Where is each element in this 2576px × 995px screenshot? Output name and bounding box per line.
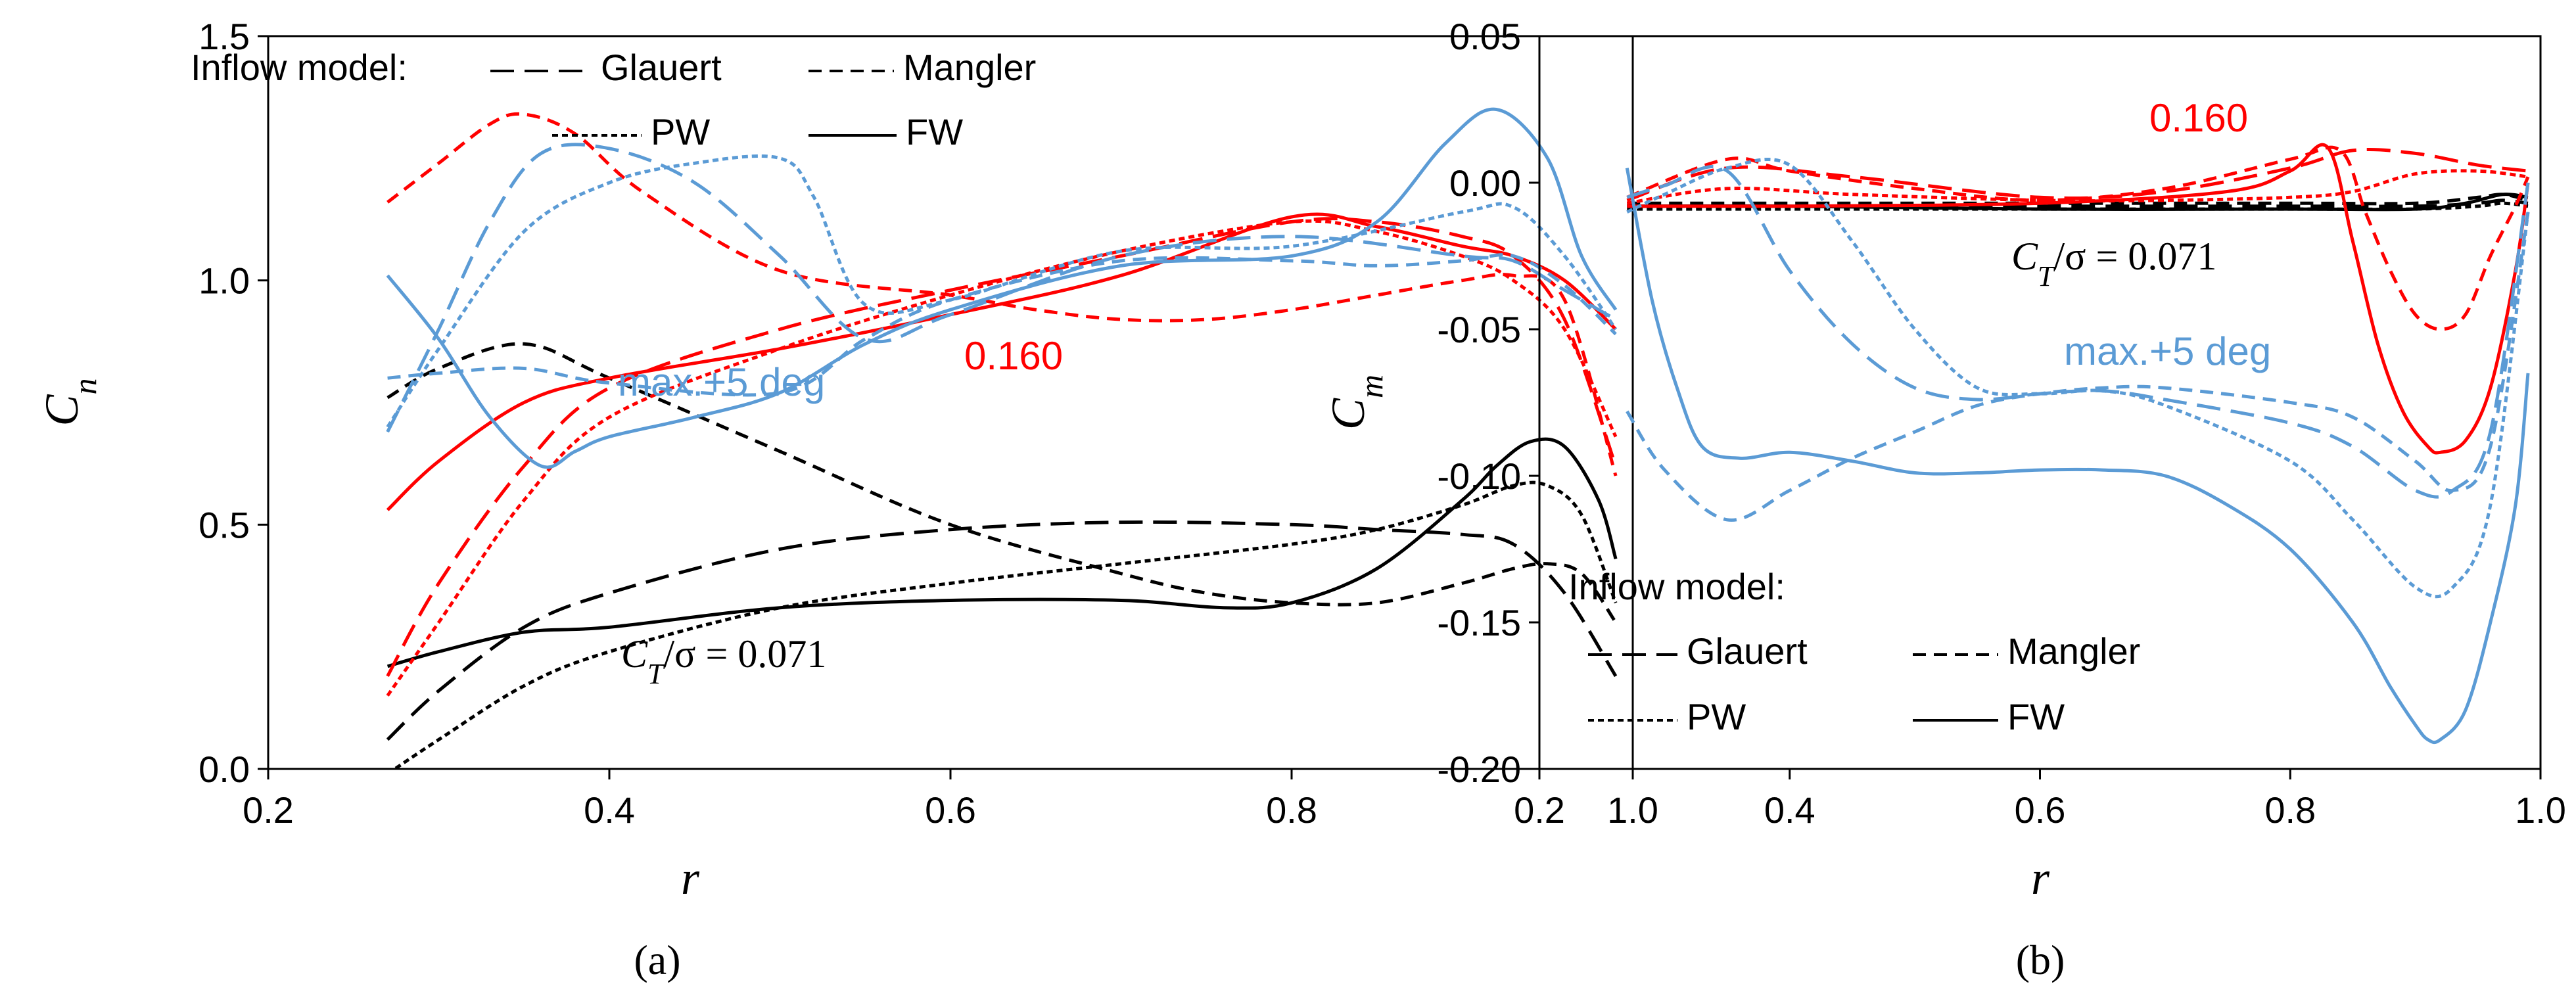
chart-a-x-tick-label: 0.8	[1266, 789, 1317, 831]
chart-a-y-tick-label: 0.0	[199, 749, 250, 790]
chart-b-series-max-5-deg-pw	[1626, 158, 2530, 599]
chart-b-y-tick-label: -0.05	[1437, 309, 1521, 350]
chart-a-ticks: 0.2 0.4 0.6 0.8 1.0 0.0 0.5 1.0 1.5	[199, 16, 1658, 831]
chart-b-blue-label: max.+5 deg	[2064, 329, 2271, 373]
chart-b-ct-annotation: CT/σ = 0.071	[2011, 235, 2216, 292]
chart-a-series-max-5-deg-mangler	[387, 253, 1617, 397]
chart-b-ticks: 0.2 0.4 0.6 0.8 1.0 0.05 0.00 -0.05 -0.10 -0.15 -0…	[1437, 16, 2566, 831]
chart-b-y-axis-title: Cm	[1322, 375, 1390, 430]
chart-b-series-ct-0-071-mangler	[1627, 193, 2529, 206]
chart-a-ct-annotation: CT/σ = 0.071	[621, 632, 826, 690]
chart-b-series-ct-0-160-fw	[1627, 143, 2530, 455]
chart-b-red-label: 0.160	[2149, 96, 2248, 140]
chart-b-x-tick-label: 1.0	[2515, 789, 2566, 831]
chart-a-series-max-5-deg-pw	[386, 154, 1618, 428]
chart-b-legend-fw-label: FW	[2007, 696, 2065, 737]
chart-a-series-ct-0-071-glauert	[386, 520, 1618, 741]
chart-a-series-ct-0-071-fw	[386, 437, 1618, 668]
chart-a-red-label: 0.160	[964, 334, 1063, 378]
chart-a-series-ct-0-160-fw	[386, 212, 1617, 511]
chart-a-legend-glauert-label: Glauert	[601, 47, 722, 88]
chart-a-x-tick-label: 0.2	[243, 789, 294, 831]
chart-b-series-ct-0-071-glauert	[1627, 198, 2529, 208]
chart-a-y-axis-title: Cn	[35, 378, 103, 426]
chart-a-legend: Inflow model: Glauert Mangler PW FW	[191, 47, 1036, 152]
chart-a-series	[386, 107, 1618, 769]
chart-b-y-tick-label: -0.10	[1437, 455, 1521, 497]
chart-a-series-ct-0-071-mangler	[386, 342, 1618, 624]
chart-a-series-ct-0-160-mangler	[386, 112, 1618, 476]
chart-a-y-tick-label: 0.5	[199, 504, 250, 545]
chart-b-legend-pw-label: PW	[1687, 696, 1746, 737]
chart-b-x-tick-label: 0.2	[1514, 789, 1565, 831]
chart-a-legend-fw-label: FW	[906, 111, 963, 152]
chart-b-x-tick-label: 0.4	[1764, 789, 1815, 831]
chart-b-y-tick-label: -0.15	[1437, 602, 1521, 643]
chart-a-series-ct-0-160-glauert	[386, 217, 1618, 678]
chart-b-y-tick-label: 0.05	[1449, 16, 1521, 57]
chart-b-legend-glauert-label: Glauert	[1687, 630, 1808, 672]
chart-a-series-max-5-deg-glauert	[386, 143, 1617, 433]
chart-a-x-axis-title: r	[681, 852, 700, 904]
chart-a-x-tick-label: 1.0	[1607, 789, 1658, 831]
chart-a-series-ct-0-160-pw	[386, 219, 1618, 697]
chart-a-panel-label: (a)	[634, 937, 680, 983]
chart-a-x-tick-label: 0.4	[584, 789, 635, 831]
chart-a-series-ct-0-071-pw	[392, 480, 1618, 769]
chart-b-y-tick-label: 0.00	[1449, 162, 1521, 204]
chart-a-series-max-5-deg-fw	[386, 107, 1618, 469]
chart-a-x-tick-label: 0.6	[925, 789, 976, 831]
chart-b-series-max-5-deg-mangler	[1626, 212, 2530, 522]
chart-a: 0.2 0.4 0.6 0.8 1.0 0.0 0.5 1.0 1.5 r Cn Inflow …	[35, 16, 1658, 983]
chart-b-x-axis-title: r	[2031, 852, 2050, 904]
chart-b-panel-label: (b)	[2016, 937, 2065, 983]
chart-a-legend-pw-label: PW	[651, 111, 710, 152]
chart-b-y-tick-label: -0.20	[1437, 749, 1521, 790]
chart-a-blue-label: max.+5 deg	[618, 360, 825, 404]
chart-a-y-tick-label: 1.5	[199, 16, 250, 57]
chart-a-y-tick-label: 1.0	[199, 260, 250, 302]
chart-a-legend-title: Inflow model:	[191, 47, 408, 88]
chart-b-series-ct-0-160-glauert	[1626, 148, 2529, 202]
chart-b-series-ct-0-160-mangler	[1626, 145, 2530, 331]
chart-b-x-tick-label: 0.6	[2015, 789, 2066, 831]
chart-a-legend-mangler-label: Mangler	[903, 47, 1036, 88]
chart-b-series	[1625, 143, 2530, 745]
chart-b-legend: Inflow model: Glauert Mangler PW FW	[1568, 566, 2140, 737]
chart-b-x-tick-label: 0.8	[2264, 789, 2316, 831]
chart-b-legend-title: Inflow model:	[1568, 566, 1785, 607]
chart-b-series-max-5-deg-fw	[1625, 168, 2530, 745]
chart-b-series-ct-0-160-pw	[1626, 169, 2529, 205]
chart-b: 0.2 0.4 0.6 0.8 1.0 0.05 0.00 -0.05 -0.10 -0.15 -0…	[1322, 16, 2566, 983]
chart-b-legend-mangler-label: Mangler	[2007, 630, 2140, 672]
